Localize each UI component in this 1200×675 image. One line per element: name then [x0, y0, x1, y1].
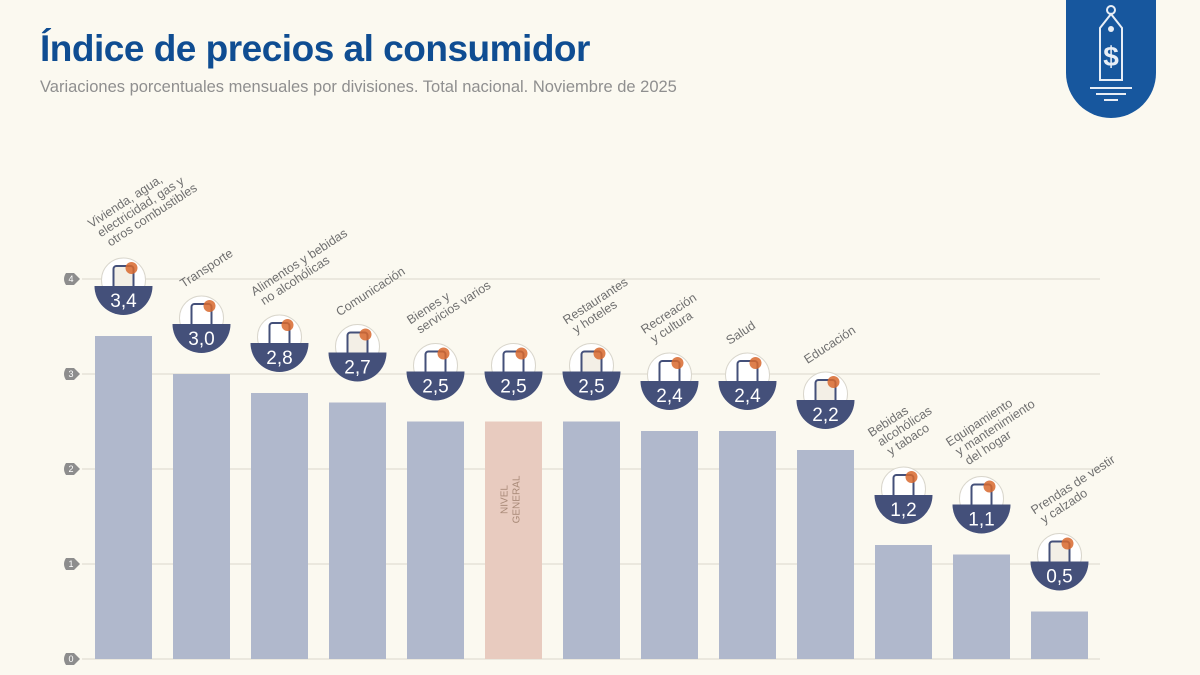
- price-tag-dollar-icon: $: [1090, 5, 1132, 101]
- value-badge: [94, 286, 153, 315]
- category-label: Comunicación: [334, 264, 408, 319]
- value-label: 2,5: [422, 377, 448, 398]
- y-tick-marker: [64, 368, 80, 380]
- value-badge: [640, 381, 699, 410]
- value-label: 1,2: [890, 500, 916, 521]
- svg-text:$: $: [1103, 41, 1119, 72]
- y-tick: 2: [64, 463, 80, 475]
- icon-accent: [749, 357, 762, 369]
- bar: [797, 450, 854, 659]
- category-label: Equipamientoy mantenimientodel hogar: [943, 386, 1044, 471]
- value-badge: [328, 352, 387, 382]
- value-label: 3,0: [188, 329, 214, 350]
- value-badge: [406, 371, 465, 401]
- icon-accent: [515, 347, 528, 360]
- value-label: 2,5: [578, 377, 604, 398]
- icon-accent: [593, 347, 606, 360]
- icon-accent: [203, 300, 216, 312]
- icon-accent: [905, 471, 918, 483]
- category-label: Salud: [724, 318, 758, 347]
- bar: [173, 374, 230, 659]
- category-label-line: Salud: [724, 318, 758, 347]
- category-label-line: Educación: [802, 323, 859, 367]
- value-label: 2,4: [656, 386, 683, 407]
- value-badge: [250, 343, 309, 372]
- highlight-bar-label: GENERAL: [512, 475, 523, 523]
- category-label: Bebidasalcohólicasy tabaco: [865, 393, 941, 462]
- page-title: Índice de precios al consumidor: [40, 28, 590, 69]
- icon-accent: [437, 347, 450, 360]
- bar: [641, 431, 698, 659]
- y-tick-marker: [64, 653, 80, 665]
- icon-accent: [125, 262, 138, 274]
- bar: [329, 402, 386, 659]
- category-label: Transporte: [178, 246, 236, 290]
- y-tick: 1: [64, 558, 80, 570]
- y-tick-marker: [64, 558, 80, 570]
- bar: [1031, 611, 1088, 659]
- value-badge: [952, 504, 1011, 534]
- icon-accent: [359, 328, 372, 341]
- value-badge: [172, 324, 231, 353]
- value-label: 0,5: [1046, 567, 1072, 588]
- bar: [407, 421, 464, 659]
- value-label: 2,4: [734, 386, 761, 407]
- category-label: Alimentos y bebidasno alcohólicas: [248, 226, 357, 310]
- value-badge: [718, 381, 777, 410]
- value-badge: [796, 400, 855, 429]
- y-tick-label: 4: [68, 274, 73, 284]
- y-tick: 4: [64, 273, 80, 285]
- category-label-line: Transporte: [178, 246, 236, 290]
- value-label: 2,7: [344, 358, 370, 379]
- value-label: 3,4: [110, 291, 137, 312]
- bar: [719, 431, 776, 659]
- y-tick-label: 1: [68, 559, 73, 569]
- bar: [953, 554, 1010, 659]
- category-label: Restaurantesy hoteles: [560, 275, 637, 338]
- bar-nivel-general: [485, 421, 542, 659]
- value-badge: [1030, 561, 1089, 591]
- value-badge: [562, 371, 621, 401]
- highlight-bar-label: NIVEL: [500, 485, 511, 514]
- y-tick-label: 0: [68, 654, 73, 664]
- y-tick-marker: [64, 463, 80, 475]
- category-label: Prendas de vestiry calzado: [1028, 452, 1124, 528]
- page-subtitle: Variaciones porcentuales mensuales por d…: [40, 78, 677, 96]
- logo-badge: $: [1066, 0, 1156, 118]
- icon-accent: [983, 480, 996, 493]
- y-tick-label: 2: [68, 464, 73, 474]
- y-tick: 0: [64, 653, 80, 665]
- bar: [875, 545, 932, 659]
- y-tick-marker: [64, 273, 80, 285]
- y-tick: 3: [64, 368, 80, 380]
- category-label: Bienes yservicios varios: [404, 267, 493, 338]
- value-label: 2,8: [266, 348, 292, 369]
- category-label: Educación: [802, 323, 859, 367]
- icon-accent: [827, 376, 840, 388]
- y-tick-label: 3: [68, 369, 73, 379]
- value-label: 1,1: [968, 510, 994, 531]
- value-label: 2,2: [812, 405, 838, 426]
- value-label: 2,5: [500, 377, 526, 398]
- icon-accent: [671, 357, 684, 369]
- category-label: Vivienda, agua,electricidad, gas yotros …: [85, 159, 199, 253]
- icon-accent: [1061, 537, 1074, 550]
- bar: [95, 336, 152, 659]
- icon-accent: [281, 319, 294, 331]
- bar: [563, 421, 620, 659]
- category-label-line: Alimentos y bebidas: [248, 226, 349, 299]
- value-badge: [874, 495, 933, 524]
- category-label-line: Comunicación: [334, 264, 408, 319]
- bar: [251, 393, 308, 659]
- value-badge: [484, 371, 543, 401]
- category-label: Recreacióny cultura: [638, 290, 706, 347]
